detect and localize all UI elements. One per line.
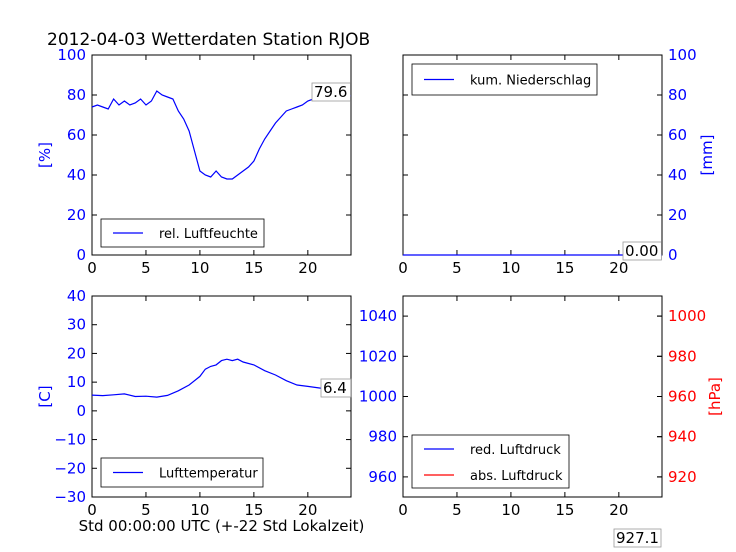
- y-tick-label: 0: [76, 246, 86, 264]
- x-tick-label: 0: [398, 501, 408, 519]
- x-tick-label: 15: [244, 501, 263, 519]
- y-tick-label: 60: [668, 126, 687, 144]
- y-tick-label: 20: [67, 344, 86, 362]
- legend-label: kum. Niederschlag: [470, 74, 591, 89]
- y-tick-label: 30: [67, 316, 86, 334]
- y-right-tick-label: 960: [668, 388, 697, 406]
- x-tick-label: 10: [190, 501, 209, 519]
- x-tick-label: 15: [555, 259, 574, 277]
- last-value-label: 79.6: [314, 83, 347, 101]
- y-axis-label: [%]: [36, 142, 54, 168]
- y-right-tick-label: 940: [668, 428, 697, 446]
- legend-box: [411, 434, 570, 489]
- figure-title: 2012-04-03 Wetterdaten Station RJOB: [47, 30, 370, 50]
- x-axis-label: Std 00:00:00 UTC (+-22 Std Lokalzeit): [79, 517, 365, 535]
- y-tick-label: −10: [54, 431, 86, 449]
- y-tick-label: −20: [54, 459, 86, 477]
- temperature-series-line: [91, 358, 352, 398]
- x-tick-label: 10: [501, 259, 520, 277]
- y-right-tick-label: 1000: [668, 307, 706, 325]
- last-value-box: [311, 82, 351, 102]
- y-right-axis-label: [hPa]: [706, 377, 724, 416]
- y-axis-label: [mm]: [698, 135, 716, 176]
- y-right-tick-label: 980: [668, 347, 697, 365]
- temperature-panel: 0 5 10 15 20 −30 −20 −10 0 10 20 30 40 [C] Std 00:00:0…: [36, 287, 364, 535]
- y-tick-label: 40: [67, 287, 86, 305]
- y-tick-label: 80: [668, 86, 687, 104]
- y-tick-label: 40: [67, 166, 86, 184]
- legend-label: abs. Luftdruck: [470, 469, 563, 484]
- x-tick-label: 0: [87, 501, 97, 519]
- y-tick-label: 20: [67, 206, 86, 224]
- y-tick-label: 20: [668, 206, 687, 224]
- y-tick-label: 60: [67, 126, 86, 144]
- x-tick-label: 20: [609, 501, 628, 519]
- y-tick-label: 40: [668, 166, 687, 184]
- x-tick-label: 5: [141, 259, 151, 277]
- humidity-series-line: [91, 90, 351, 180]
- x-tick-label: 15: [244, 259, 263, 277]
- y-tick-label: 80: [67, 86, 86, 104]
- y-tick-label: 100: [57, 46, 86, 64]
- x-tick-label: 20: [298, 259, 317, 277]
- y-tick-label: 960: [368, 468, 397, 486]
- legend-label: rel. Luftfeuchte: [159, 227, 258, 242]
- x-tick-label: 15: [555, 501, 574, 519]
- legend-label: red. Luftdruck: [470, 443, 561, 458]
- y-tick-label: 0: [76, 402, 86, 420]
- x-tick-label: 20: [298, 501, 317, 519]
- y-tick-label: 1040: [359, 307, 397, 325]
- precipitation-panel: 0 5 10 15 20 0 20 40 60 80 100 [mm] 0.00 kum. Nieders…: [398, 46, 716, 277]
- humidity-panel: 0 5 10 15 20 0 20 40 60 80 100 [%] 79.6 rel. Luftfeuc…: [36, 46, 352, 277]
- pressure-panel: 0 5 10 15 20 960 980 1000 1020 1040 920 940 960 980 10…: [359, 295, 724, 548]
- y-tick-label: 100: [668, 46, 697, 64]
- y-axis-label: [C]: [36, 385, 54, 407]
- x-tick-label: 5: [452, 259, 462, 277]
- x-tick-label: 0: [87, 259, 97, 277]
- legend-label: Lufttemperatur: [159, 467, 258, 482]
- last-value-label: 927.1: [616, 529, 659, 547]
- last-value-box: [613, 528, 662, 548]
- x-tick-label: 5: [452, 501, 462, 519]
- y-tick-label: 1000: [359, 388, 397, 406]
- x-tick-label: 10: [190, 259, 209, 277]
- x-tick-label: 0: [398, 259, 408, 277]
- last-value-label: 0.00: [625, 242, 658, 260]
- y-tick-label: −30: [54, 488, 86, 506]
- y-tick-label: 1020: [359, 347, 397, 365]
- last-value-label: 6.4: [323, 379, 347, 397]
- y-tick-label: 980: [368, 428, 397, 446]
- last-value-box: [622, 241, 662, 261]
- y-right-tick-label: 920: [668, 468, 697, 486]
- y-tick-label: 0: [668, 246, 678, 264]
- last-value-box: [320, 378, 352, 398]
- x-tick-label: 5: [141, 501, 151, 519]
- x-tick-label: 20: [609, 259, 628, 277]
- x-tick-label: 10: [501, 501, 520, 519]
- y-tick-label: 10: [67, 373, 86, 391]
